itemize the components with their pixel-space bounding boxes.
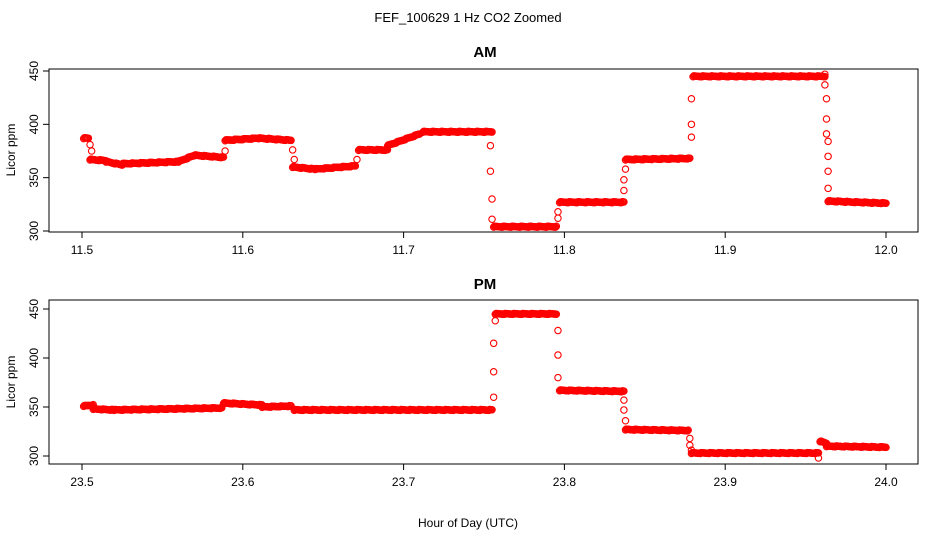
data-point xyxy=(620,186,628,195)
y-tick-label: 450 xyxy=(27,299,41,319)
data-point xyxy=(621,165,630,173)
x-tick-label: 11.9 xyxy=(714,243,737,257)
y-tick-label: 450 xyxy=(27,61,41,81)
figure-xlabel: Hour of Day (UTC) xyxy=(418,516,518,530)
x-tick-label: 11.5 xyxy=(71,243,94,257)
panel-pm-frame xyxy=(48,299,919,465)
y-tick-label: 350 xyxy=(27,167,41,187)
panel-am-frame xyxy=(48,68,919,233)
x-tick-label: 23.7 xyxy=(392,475,416,489)
x-tick-label: 23.9 xyxy=(714,475,738,489)
data-point xyxy=(491,317,500,325)
y-tick-label: 400 xyxy=(27,114,41,134)
x-tick-label: 11.6 xyxy=(232,243,255,257)
data-point xyxy=(824,167,832,176)
data-point xyxy=(86,140,94,149)
data-point xyxy=(821,72,829,81)
y-tick-label: 300 xyxy=(27,221,41,241)
data-point xyxy=(87,147,96,155)
data-point xyxy=(554,373,562,382)
data-point xyxy=(821,70,829,78)
data-point xyxy=(486,141,495,150)
data-point xyxy=(489,339,498,348)
data-point xyxy=(822,115,831,123)
data-point xyxy=(620,396,628,404)
data-point xyxy=(687,133,696,141)
y-tick-label: 300 xyxy=(27,446,41,466)
data-point xyxy=(882,443,890,452)
data-point xyxy=(290,155,299,164)
panel-am-title: AM xyxy=(473,44,496,61)
data-point xyxy=(683,427,692,435)
x-tick-label: 12.0 xyxy=(874,243,898,257)
data-point xyxy=(824,184,832,193)
data-point xyxy=(488,215,496,224)
data-point xyxy=(554,208,562,216)
panel-pm-y-axis: 300 350 400 450 xyxy=(27,299,49,466)
x-tick-label: 24.0 xyxy=(874,475,898,489)
data-point xyxy=(822,94,831,103)
data-point xyxy=(620,198,628,206)
data-point xyxy=(824,137,832,146)
data-point xyxy=(488,406,496,414)
data-point xyxy=(620,406,628,414)
data-point xyxy=(486,167,495,176)
x-tick-label: 23.6 xyxy=(231,475,255,489)
panel-pm-x-axis: 23.5 23.6 23.7 23.8 23.9 24.0 xyxy=(70,463,898,489)
data-point xyxy=(684,426,692,434)
data-point xyxy=(552,222,561,231)
data-point xyxy=(686,441,694,449)
data-point xyxy=(221,147,229,155)
data-point xyxy=(686,434,694,443)
data-point xyxy=(551,223,560,231)
data-point xyxy=(552,310,561,318)
data-point xyxy=(488,195,496,203)
y-tick-label: 350 xyxy=(27,397,41,417)
figure-title: FEF_100629 1 Hz CO2 Zoomed xyxy=(374,10,561,25)
panel-am: AM 11.5 11.6 11.7 11.8 11.9 12.0 300 350 400 450… xyxy=(4,44,919,257)
x-tick-label: 11.7 xyxy=(392,243,415,257)
panel-am-points xyxy=(79,70,890,231)
data-point xyxy=(822,130,831,138)
x-tick-label: 23.8 xyxy=(553,475,577,489)
data-point xyxy=(687,120,696,129)
data-point xyxy=(824,152,832,161)
data-point xyxy=(814,454,823,462)
data-point xyxy=(687,446,696,454)
data-point xyxy=(287,136,295,145)
data-point xyxy=(821,81,829,89)
data-point xyxy=(620,387,628,395)
data-point xyxy=(814,449,823,457)
x-tick-label: 11.8 xyxy=(553,243,576,257)
data-point xyxy=(353,155,361,164)
data-point xyxy=(554,214,562,222)
data-point xyxy=(554,351,562,359)
x-tick-label: 23.5 xyxy=(70,475,94,489)
data-point xyxy=(686,154,694,162)
panel-pm-title: PM xyxy=(474,276,497,293)
data-point xyxy=(620,176,628,184)
data-point xyxy=(489,367,498,376)
data-point xyxy=(489,393,498,401)
data-point xyxy=(621,416,630,425)
panel-pm-points xyxy=(79,309,890,462)
panel-am-y-axis: 300 350 400 450 xyxy=(27,61,49,241)
data-point xyxy=(687,94,696,103)
data-point xyxy=(554,326,562,335)
panel-am-ylabel: Licor ppm xyxy=(4,124,18,177)
y-tick-label: 400 xyxy=(27,348,41,368)
panel-am-x-axis: 11.5 11.6 11.7 11.8 11.9 12.0 xyxy=(71,231,898,257)
data-point xyxy=(488,128,496,136)
panel-pm: PM 23.5 23.6 23.7 23.8 23.9 24.0 300 350 400 450… xyxy=(4,276,919,489)
data-point xyxy=(288,146,297,154)
data-point xyxy=(882,199,890,208)
panel-pm-ylabel: Licor ppm xyxy=(4,356,18,409)
